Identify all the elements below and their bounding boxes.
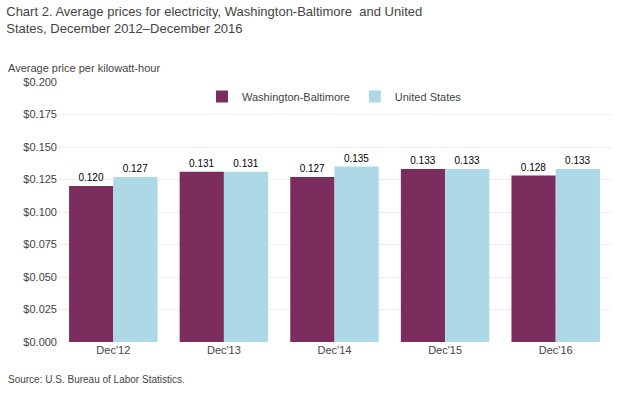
svg-text:0.127: 0.127 (300, 163, 325, 174)
svg-text:$0.125: $0.125 (23, 173, 57, 185)
svg-text:United States: United States (395, 91, 462, 103)
svg-text:Dec'16: Dec'16 (539, 344, 573, 356)
svg-text:Dec'15: Dec'15 (428, 344, 462, 356)
svg-text:0.128: 0.128 (521, 162, 546, 173)
svg-text:0.131: 0.131 (233, 158, 258, 169)
svg-text:$0.200: $0.200 (23, 76, 57, 88)
svg-text:Source: U.S. Bureau of Labor S: Source: U.S. Bureau of Labor Statistics. (8, 374, 185, 385)
svg-text:$0.100: $0.100 (23, 206, 57, 218)
svg-text:0.133: 0.133 (454, 155, 479, 166)
svg-text:0.135: 0.135 (344, 153, 369, 164)
svg-text:$0.175: $0.175 (23, 108, 57, 120)
svg-text:Chart 2. Average prices for el: Chart 2. Average prices for electricity,… (6, 4, 422, 36)
svg-text:$0.000: $0.000 (23, 336, 57, 348)
svg-text:Dec'13: Dec'13 (207, 344, 241, 356)
svg-text:Dec'12: Dec'12 (96, 344, 130, 356)
svg-text:$0.150: $0.150 (23, 141, 57, 153)
svg-text:0.120: 0.120 (78, 172, 103, 183)
svg-text:0.131: 0.131 (189, 158, 214, 169)
svg-text:$0.050: $0.050 (23, 271, 57, 283)
svg-text:Dec'14: Dec'14 (318, 344, 352, 356)
svg-text:0.133: 0.133 (410, 155, 435, 166)
svg-text:$0.075: $0.075 (23, 238, 57, 250)
svg-text:Washington-Baltimore: Washington-Baltimore (242, 91, 350, 103)
svg-text:0.127: 0.127 (123, 163, 148, 174)
svg-text:0.133: 0.133 (565, 155, 590, 166)
svg-text:Average price per kilowatt-hou: Average price per kilowatt-hour (8, 62, 160, 74)
svg-text:$0.025: $0.025 (23, 303, 57, 315)
